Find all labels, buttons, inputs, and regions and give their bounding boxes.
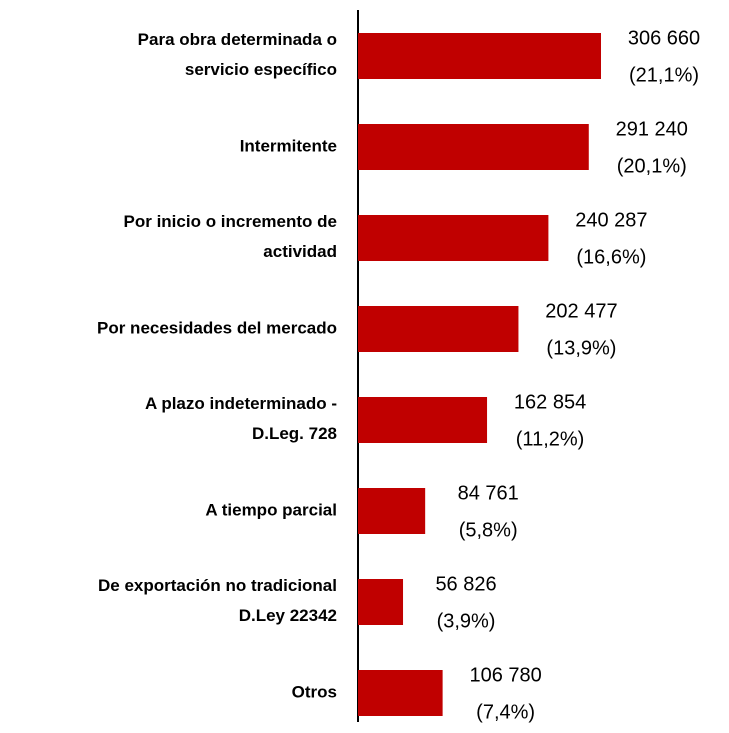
bar [358,579,404,625]
bar [358,488,426,534]
percentage-label: (21,1%) [629,64,699,86]
value-label: 291 240 [616,118,688,140]
bar [358,215,549,261]
category-label: A tiempo parcial [205,500,337,519]
category-label: De exportación no tradicional D.Ley 22342 [98,576,337,625]
percentage-label: (3,9%) [437,610,496,632]
category-label: Intermitente [240,136,337,155]
bar [358,397,488,443]
value-label: 56 826 [435,573,496,595]
bar [358,33,601,79]
value-label: 106 780 [469,664,541,686]
bar [358,306,519,352]
category-label: Por necesidades del mercado [97,318,337,337]
percentage-label: (7,4%) [476,701,535,723]
percentage-label: (13,9%) [546,337,616,359]
percentage-label: (11,2%) [516,428,585,450]
value-label: 84 761 [458,482,519,504]
percentage-label: (16,6%) [576,246,646,268]
percentage-label: (5,8%) [459,519,518,541]
category-label: Para obra determinada o servicio específi… [138,30,337,79]
category-label: Otros [292,682,337,701]
value-label: 202 477 [545,300,617,322]
bar [358,124,589,170]
bar [358,670,443,716]
category-label: Por inicio o incremento de actividad [124,212,337,261]
value-label: 240 287 [575,209,647,231]
category-label: A plazo indeterminado -D.Leg. 728 [145,394,337,443]
value-label: 306 660 [628,27,700,49]
percentage-label: (20,1%) [617,155,687,177]
value-label: 162 854 [514,391,586,413]
